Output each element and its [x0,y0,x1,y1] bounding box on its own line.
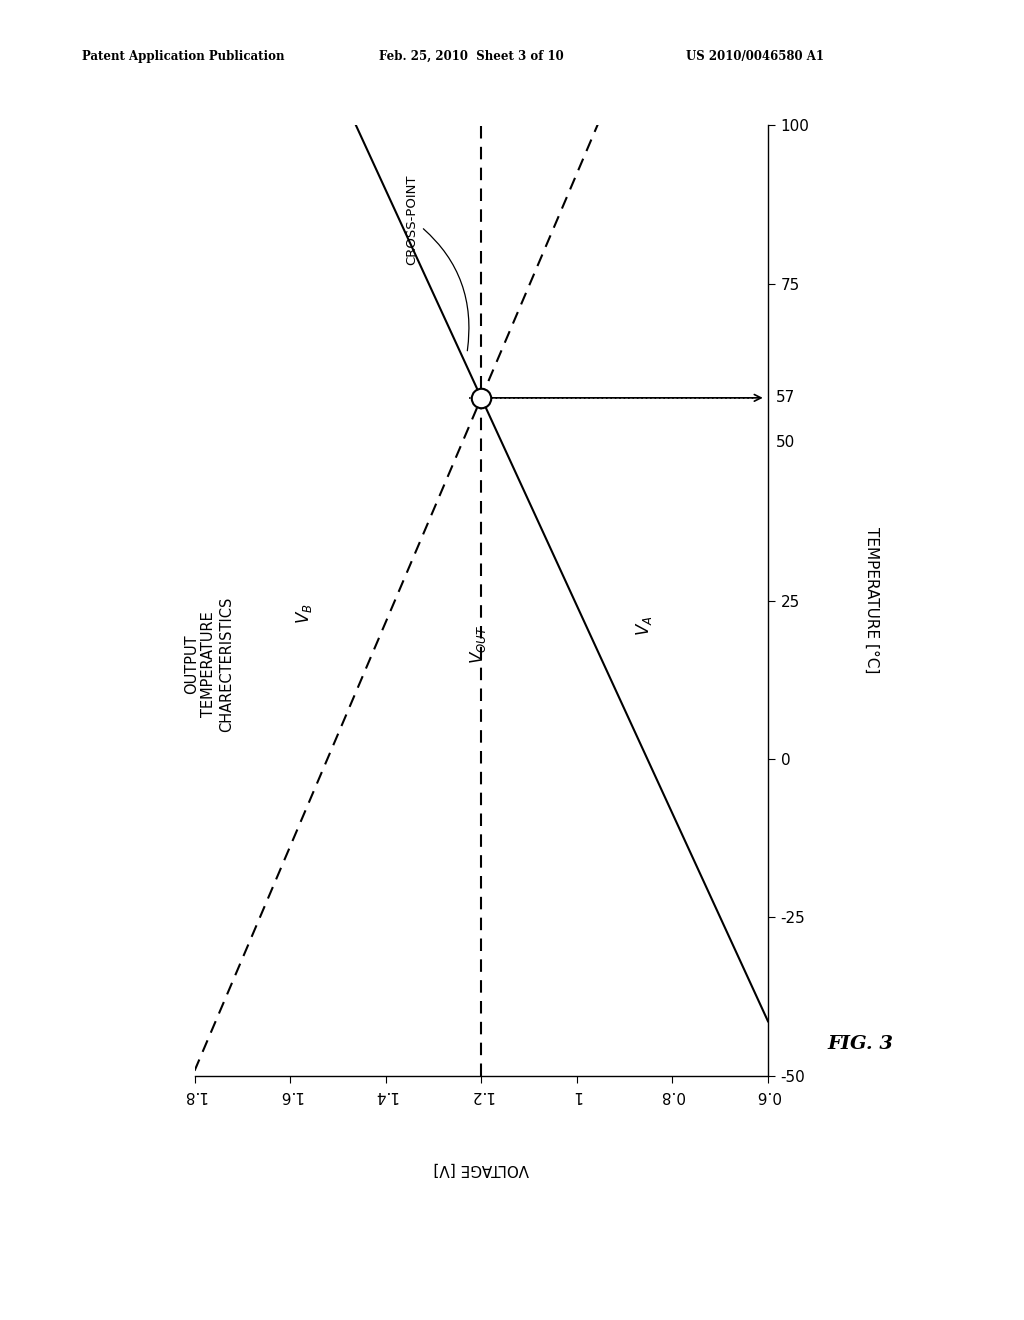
Y-axis label: TEMPERATURE [°C]: TEMPERATURE [°C] [864,528,879,673]
Text: FIG. 3: FIG. 3 [827,1035,893,1053]
X-axis label: VOLTAGE [V]: VOLTAGE [V] [433,1162,529,1176]
Text: Patent Application Publication: Patent Application Publication [82,50,285,63]
Text: $V_A$: $V_A$ [634,615,653,636]
Text: $V_{OUT}$: $V_{OUT}$ [468,626,488,664]
Text: CROSS-POINT: CROSS-POINT [406,174,469,351]
Text: $V_B$: $V_B$ [295,603,314,623]
Text: Feb. 25, 2010  Sheet 3 of 10: Feb. 25, 2010 Sheet 3 of 10 [379,50,563,63]
Text: 50: 50 [776,434,796,450]
Text: 57: 57 [776,391,796,405]
Text: OUTPUT
TEMPERATURE
CHARECTERISTICS: OUTPUT TEMPERATURE CHARECTERISTICS [184,597,233,731]
Text: US 2010/0046580 A1: US 2010/0046580 A1 [686,50,824,63]
